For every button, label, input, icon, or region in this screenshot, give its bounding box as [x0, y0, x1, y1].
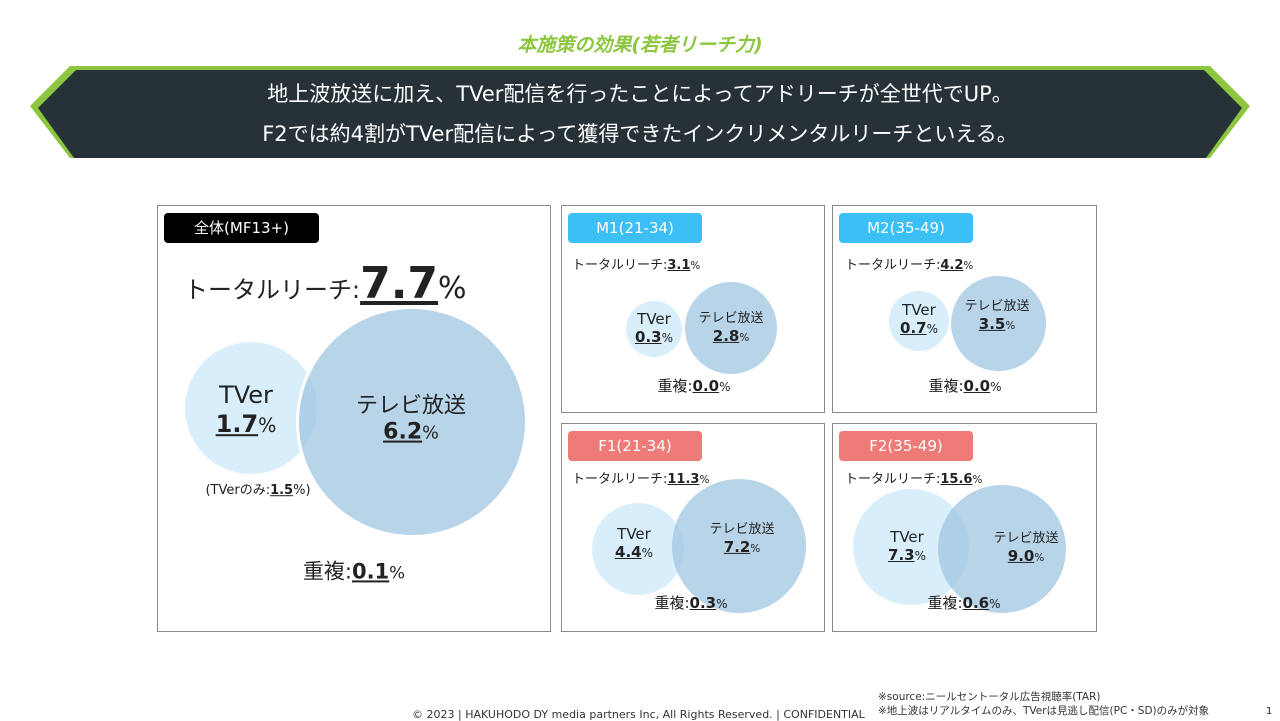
- tver-label: TVer 7.3%: [888, 528, 926, 564]
- total-reach: トータルリーチ:7.7%: [184, 258, 467, 309]
- segment-badge: 全体(MF13+): [164, 213, 319, 243]
- overlap-label: 重複:0.0%: [657, 377, 731, 395]
- headline-line-2: F2では約4割がTVer配信によって獲得できたインクリメンタルリーチといえる。: [262, 122, 1018, 146]
- panel-m1: M1(21-34) トータルリーチ:3.1% TVer 0.3% テレビ放送 2.8…: [561, 205, 825, 413]
- panel-f2: F2(35-49) トータルリーチ:15.6% TVer 7.3% テレビ放送 9.…: [832, 423, 1097, 632]
- tver-circle: [889, 291, 949, 351]
- tv-label: テレビ放送 9.0%: [993, 530, 1059, 565]
- tver-label: TVer 0.7%: [900, 301, 938, 337]
- slide-title: 本施策の効果(若者リーチ力): [517, 34, 763, 56]
- tver-circle: [592, 503, 684, 595]
- overlap-label: 重複:0.6%: [927, 594, 1001, 612]
- headline-banner: 地上波放送に加え、TVer配信を行ったことによってアドリーチが全世代でUP。 F…: [30, 66, 1250, 158]
- tv-circle: [951, 276, 1046, 371]
- tv-circle: [685, 282, 777, 374]
- total-reach: トータルリーチ:11.3%: [572, 472, 710, 487]
- tv-circle: [672, 479, 806, 613]
- tv-label: テレビ放送 6.2%: [355, 393, 467, 445]
- tver-label: TVer 1.7%: [215, 381, 277, 438]
- overlap-label: 重複:0.1%: [302, 559, 406, 584]
- tv-label: テレビ放送 3.5%: [964, 298, 1030, 333]
- tver-circle: [185, 342, 317, 474]
- tv-label: テレビ放送 7.2%: [709, 521, 775, 556]
- footnote-scope: ※地上波はリアルタイムのみ、TVerは見逃し配信(PC・SD)のみが対象: [878, 705, 1210, 717]
- total-reach: トータルリーチ:4.2%: [845, 258, 974, 273]
- panel-overall: 全体(MF13+) トータルリーチ:7.7% TVer 1.7% テレビ放送 6.2…: [157, 205, 551, 632]
- overlap-label: 重複:0.0%: [928, 377, 1002, 395]
- tver-circle: [626, 301, 682, 357]
- footnotes: ※source:ニールセントータル広告視聴率(TAR) ※地上波はリアルタイムの…: [878, 690, 1209, 718]
- panel-f1: F1(21-34) トータルリーチ:11.3% TVer 4.4% テレビ放送 7.…: [561, 423, 825, 632]
- footnote-source: ※source:ニールセントータル広告視聴率(TAR): [878, 691, 1101, 703]
- tv-circle: [296, 306, 528, 538]
- tv-circle: [938, 485, 1066, 613]
- overlap-label: 重複:0.3%: [654, 594, 728, 612]
- segment-badge: F2(35-49): [839, 431, 973, 461]
- panel-m2: M2(35-49) トータルリーチ:4.2% TVer 0.7% テレビ放送 3.5…: [832, 205, 1097, 413]
- tver-only-label: (TVerのみ:1.5%): [205, 483, 311, 499]
- tv-label: テレビ放送 2.8%: [698, 310, 764, 345]
- tver-label: TVer 4.4%: [615, 525, 653, 561]
- segment-badge: M1(21-34): [568, 213, 702, 243]
- total-reach: トータルリーチ:15.6%: [845, 472, 983, 487]
- segment-badge: F1(21-34): [568, 431, 702, 461]
- tver-label: TVer 0.3%: [635, 310, 673, 346]
- total-reach: トータルリーチ:3.1%: [572, 258, 701, 273]
- copyright: © 2023 | HAKUHODO DY media partners Inc,…: [412, 708, 865, 721]
- headline-line-1: 地上波放送に加え、TVer配信を行ったことによってアドリーチが全世代でUP。: [267, 82, 1013, 106]
- page-number: 1: [1266, 706, 1273, 717]
- segment-badge: M2(35-49): [839, 213, 973, 243]
